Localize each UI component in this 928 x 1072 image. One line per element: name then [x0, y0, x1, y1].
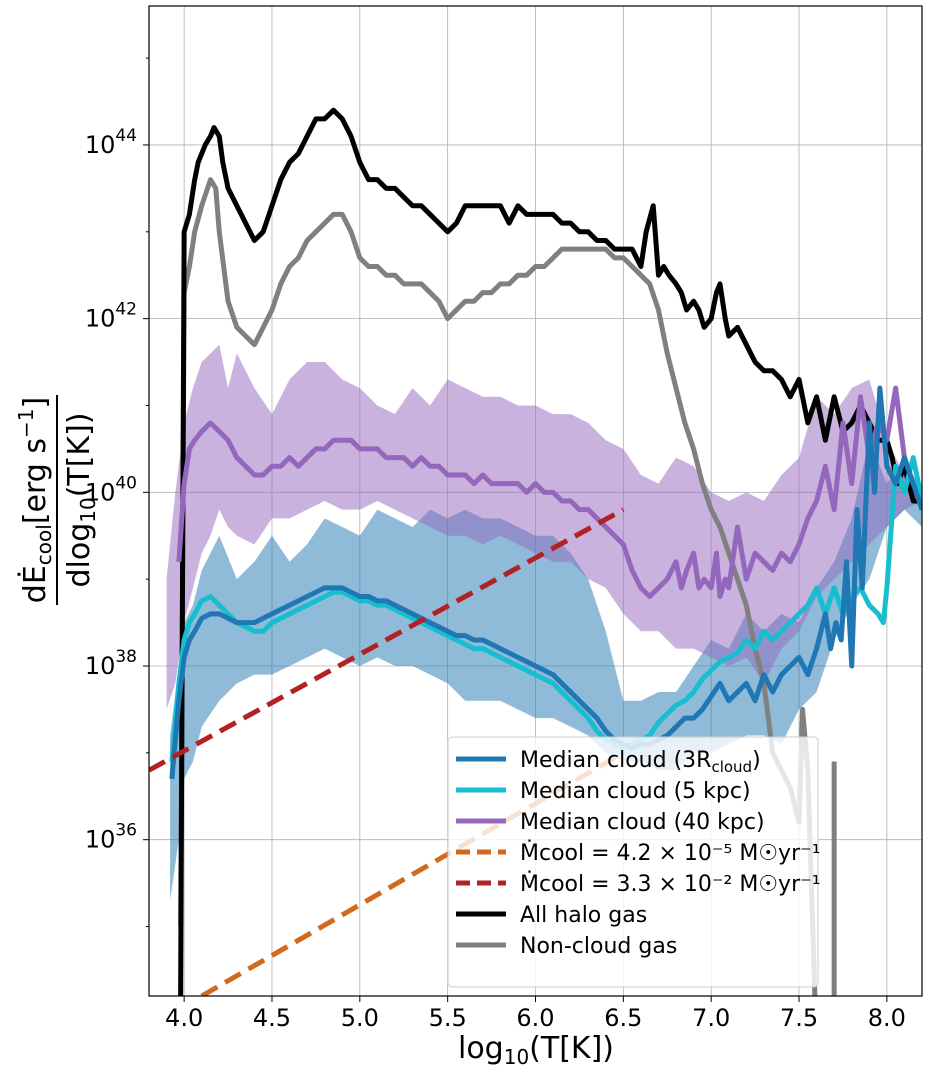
x-tick-label: 5.5	[429, 1004, 467, 1032]
x-tick-label: 4.0	[165, 1004, 203, 1032]
x-axis-label: log10(T[K])	[458, 1031, 614, 1069]
legend-label-mdot_low: Ṁcool = 4.2 × 10⁻⁵ M☉yr⁻¹	[520, 840, 821, 866]
legend-label-non_cloud: Non-cloud gas	[520, 934, 677, 959]
y-tick-label: 1044	[85, 126, 137, 159]
series-all_halo	[178, 107, 922, 996]
y-ticks: 1036 1038 1040 1042 1044	[85, 57, 149, 928]
legend-label-mdot_high: Ṁcool = 3.3 × 10⁻² M☉yr⁻¹	[520, 871, 821, 897]
series-median_5kpc	[169, 455, 922, 762]
y-tick-label: 1042	[85, 300, 137, 333]
legend-label-median_5kpc: Median cloud (5 kpc)	[520, 779, 751, 804]
series-median_3r	[169, 385, 922, 780]
legend-label-median_40kpc: Median cloud (40 kpc)	[520, 810, 765, 835]
band-band_purple	[166, 344, 922, 710]
x-tick-label: 7.0	[692, 1004, 730, 1032]
y-tick-label: 1040	[85, 473, 137, 506]
x-ticks: 4.0 4.5 5.0 5.5 6.0 6.5 7.0 7.5 8.0	[165, 996, 906, 1032]
x-tick-label: 4.5	[253, 1004, 291, 1032]
y-tick-label: 1038	[85, 647, 137, 680]
series-median_40kpc	[176, 385, 922, 600]
x-tick-label: 5.0	[341, 1004, 379, 1032]
legend-label-median_3r: Median cloud (3Rcloud)	[520, 748, 761, 776]
y-axis-label: dĖcool[erg s−1] dlog10(T[K])	[14, 395, 100, 605]
legend-box	[447, 736, 819, 988]
series-lines	[149, 107, 922, 996]
series-mdot_high	[149, 507, 625, 773]
legend: Median cloud (3Rcloud) Median cloud (5 kp…	[447, 736, 821, 988]
x-tick-label: 6.5	[604, 1004, 642, 1032]
y-tick-label: 1036	[85, 821, 137, 854]
legend-label-all_halo: All halo gas	[520, 903, 647, 928]
x-tick-label: 8.0	[868, 1004, 906, 1032]
x-tick-label: 6.0	[516, 1004, 554, 1032]
series-non_cloud	[178, 177, 818, 996]
x-tick-label: 7.5	[780, 1004, 818, 1032]
